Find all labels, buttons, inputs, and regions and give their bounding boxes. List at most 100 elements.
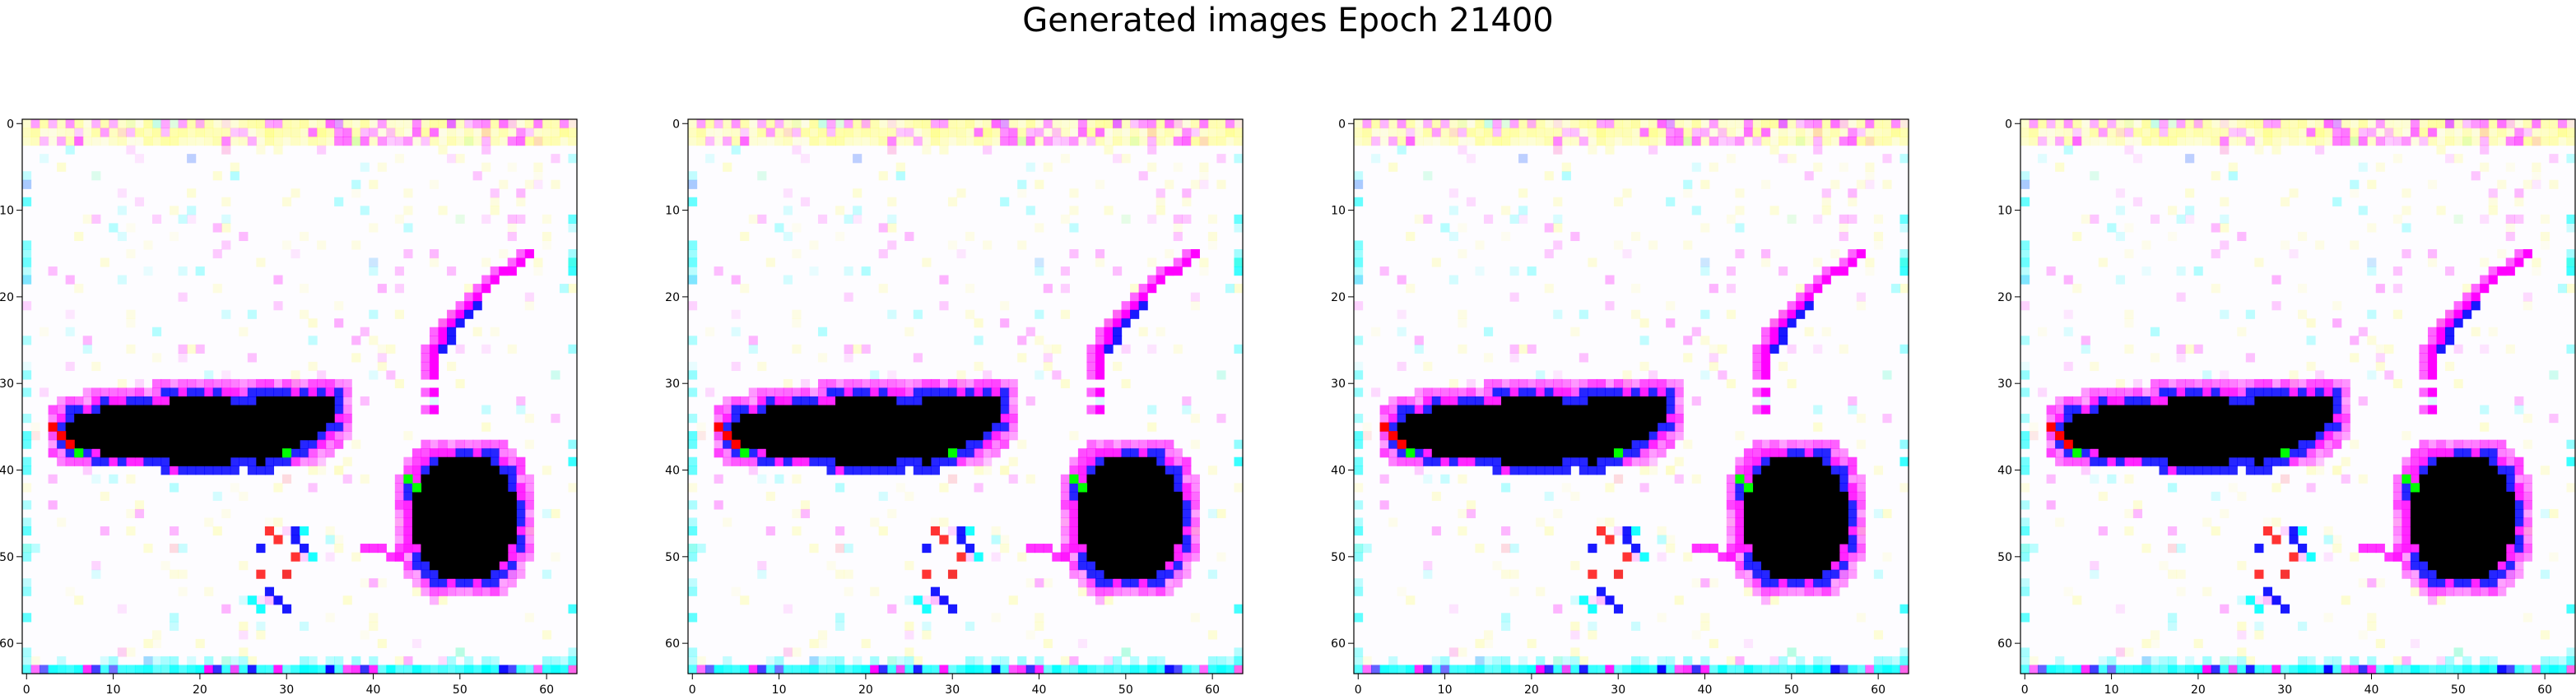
image-pixel [1406, 231, 1416, 242]
image-pixel [1700, 613, 1710, 623]
image-pixel [1588, 414, 1597, 424]
image-pixel [1561, 466, 1571, 475]
image-pixel [239, 137, 249, 146]
image-pixel [1813, 544, 1823, 554]
image-pixel [273, 119, 283, 129]
image-pixel [835, 456, 845, 466]
image-pixel [1077, 586, 1088, 596]
image-pixel [765, 257, 775, 267]
image-pixel [2367, 621, 2377, 631]
image-pixel [1743, 483, 1754, 493]
image-pixel [740, 231, 750, 242]
image-pixel [2549, 127, 2559, 137]
image-pixel [2549, 414, 2559, 424]
image-pixel [1509, 137, 1519, 146]
image-pixel [1796, 586, 1806, 596]
image-pixel [1553, 137, 1563, 146]
image-pixel [412, 127, 422, 137]
image-pixel [1234, 656, 1244, 666]
image-pixel [1700, 127, 1710, 137]
image-pixel [1726, 309, 1736, 319]
image-pixel [826, 127, 836, 137]
image-pixel [1639, 318, 1649, 328]
image-pixel [360, 578, 370, 588]
image-pixel [1069, 656, 1079, 666]
image-pixel [1700, 257, 1710, 267]
image-pixel [1406, 448, 1416, 458]
image-pixel [1743, 491, 1754, 501]
image-pixel [2081, 344, 2090, 354]
image-pixel [455, 378, 465, 389]
image-pixel [1518, 439, 1528, 449]
image-pixel [1804, 552, 1814, 562]
image-pixel [861, 414, 871, 424]
image-pixel [160, 466, 170, 475]
image-pixel [1379, 665, 1389, 674]
image-pixel [2480, 162, 2490, 172]
image-pixel [991, 448, 1001, 458]
image-pixel [817, 119, 828, 129]
image-pixel [533, 665, 543, 674]
image-pixel [1354, 586, 1364, 596]
image-pixel [472, 561, 482, 571]
image-pixel [447, 561, 457, 571]
image-pixel [1796, 309, 1806, 319]
image-pixel [143, 638, 153, 649]
image-pixel [1839, 266, 1848, 276]
image-pixel [974, 552, 983, 562]
image-pixel [835, 137, 845, 146]
image-pixel [1216, 665, 1226, 674]
image-pixel [2072, 665, 2082, 674]
image-pixel [1069, 137, 1079, 146]
image-pixel [2566, 483, 2576, 493]
image-pixel [1104, 119, 1114, 129]
image-pixel [895, 378, 905, 389]
image-pixel [308, 137, 318, 146]
image-pixel [187, 448, 197, 458]
image-pixel [1579, 353, 1588, 363]
image-pixel [1458, 474, 1467, 484]
image-pixel [195, 127, 205, 137]
image-pixel [853, 456, 863, 466]
image-pixel [1613, 387, 1624, 397]
image-pixel [264, 665, 275, 674]
image-pixel [421, 474, 430, 484]
image-pixel [264, 137, 275, 146]
image-pixel [974, 378, 983, 389]
image-pixel [2220, 197, 2230, 206]
image-pixel [117, 456, 127, 466]
image-pixel [143, 656, 153, 666]
image-pixel [1596, 586, 1607, 596]
y-tick-label: 50 [665, 551, 680, 564]
image-pixel [2375, 119, 2385, 129]
image-pixel [1509, 431, 1519, 441]
image-pixel [817, 448, 828, 458]
image-pixel [2540, 466, 2550, 475]
image-pixel [870, 456, 880, 466]
image-pixel [1077, 500, 1088, 510]
image-pixel [178, 456, 188, 466]
image-pixel [2523, 119, 2532, 129]
image-pixel [143, 431, 153, 441]
image-pixel [2392, 266, 2402, 276]
image-pixel [1008, 422, 1018, 432]
image-pixel [2063, 119, 2073, 129]
image-pixel [740, 405, 750, 415]
image-pixel [800, 422, 811, 432]
image-pixel [1691, 474, 1701, 484]
image-pixel [230, 162, 239, 172]
image-pixel [1440, 387, 1450, 397]
image-pixel [688, 483, 698, 493]
image-pixel [922, 127, 932, 137]
image-pixel [878, 396, 888, 406]
image-pixel [1406, 456, 1416, 466]
image-pixel [861, 266, 871, 276]
image-pixel [1588, 595, 1597, 605]
image-pixel [1234, 604, 1244, 614]
image-pixel [1605, 301, 1615, 311]
image-pixel [524, 526, 534, 536]
image-pixel [1501, 206, 1511, 215]
image-pixel [1605, 431, 1615, 441]
image-pixel [1466, 119, 1476, 129]
image-pixel [507, 119, 517, 129]
